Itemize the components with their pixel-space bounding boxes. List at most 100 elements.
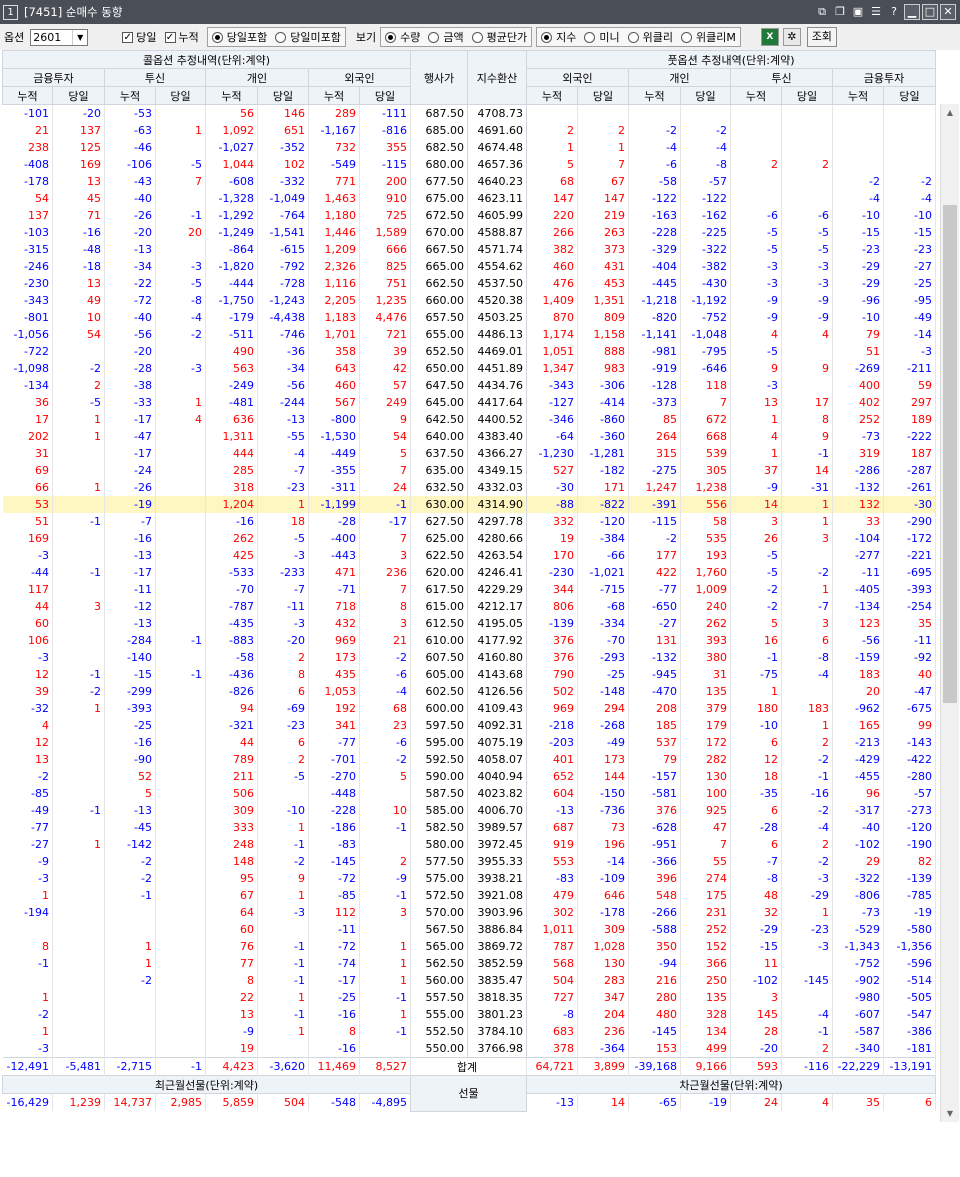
value-cell: -31 (781, 479, 833, 496)
table-row[interactable]: -246 -18 -34 -3 -1,820 -792 2,326 825 665.00 4554… (2, 258, 936, 275)
table-row[interactable]: 53 -19 1,204 1 -1,199 -1 630.00 4314.90 -88 -822-… (2, 496, 936, 513)
save-icon[interactable]: ▣ (852, 5, 864, 18)
minimize-icon[interactable]: ▁ (904, 4, 920, 20)
value-cell: -902 (832, 972, 884, 989)
value-cell: 69 (2, 462, 53, 479)
maximize-icon[interactable]: □ (922, 4, 938, 20)
checkbox-cumulative[interactable]: ✓ 누적 (164, 31, 199, 44)
popout-icon[interactable]: ⧉ (818, 5, 826, 18)
table-row[interactable]: 54 45 -40 -1,328 -1,049 1,463 910 675.00 4623.11… (2, 190, 936, 207)
settings-icon[interactable]: ✲ (782, 28, 801, 46)
table-row[interactable]: -44 -1 -17 -533 -233 471 236 620.00 4246.41 -230-… (2, 564, 936, 581)
table-row[interactable]: -2 52 211 -5 -270 5 590.00 4040.94 652 144 -157 130… (2, 768, 936, 785)
scroll-up-icon[interactable]: ▲ (946, 108, 954, 117)
table-row[interactable]: -2 13 -1 -16 1 555.00 3801.23 -8 204 480 328 145 -4-… (2, 1006, 936, 1023)
table-row[interactable]: -32 1 -393 94 -69 192 68 600.00 4109.43 969 294 208… (2, 700, 936, 717)
table-row[interactable]: -103 -16 -20 20 -1,249 -1,541 1,446 1,589 670.00… (2, 224, 936, 241)
vertical-scrollbar[interactable]: ▲ ▼ (940, 104, 959, 1122)
table-row[interactable]: 17 1 -17 4 636 -13 -800 9 642.50 4400.52 -346 -860 8… (2, 411, 936, 428)
radio-weekly-m[interactable]: 위클리M (680, 29, 736, 45)
radio-average-price[interactable]: 평균단가 (471, 29, 527, 45)
table-row[interactable]: 13 -90 789 2 -701 -2 592.50 4058.07 401 173 79 282 1… (2, 751, 936, 768)
table-row[interactable]: -9 -2 148 -2 -145 2 577.50 3955.33 553 -14 -366 55-… (2, 853, 936, 870)
option-select[interactable]: 2601 ▼ (30, 28, 89, 46)
table-row[interactable]: 1 -9 1 8 -1 552.50 3784.10 683 236 -145 134 28 -1 -58… (2, 1023, 936, 1040)
scroll-thumb[interactable] (943, 205, 957, 703)
table-row[interactable]: -1 1 77 -1 -74 1 562.50 3852.59 568 130 -94 366 11 -7… (2, 955, 936, 972)
table-row[interactable]: 202 1 -47 1,311 -55 -1,530 54 640.00 4383.40 -64-… (2, 428, 936, 445)
table-row[interactable]: -722 -20 490 -36 358 39 652.50 4469.01 1,051 888-… (2, 343, 936, 360)
value-cell: -261 (883, 479, 936, 496)
radio-exclude-today[interactable]: 당일미포함 (275, 29, 341, 45)
table-row[interactable]: 137 71 -26 -1 -1,292 -764 1,180 725 672.50 4605.9… (2, 207, 936, 224)
radio-index[interactable]: 지수 (541, 29, 576, 45)
table-row[interactable]: 12 -16 44 6 -77 -6 595.00 4075.19 -203 -49 537 172 6… (2, 734, 936, 751)
value-cell (155, 887, 206, 904)
index-conversion-cell: 4297.78 (467, 513, 527, 530)
table-row[interactable]: 169 -16 262 -5 -400 7 625.00 4280.66 19 -384 -2 535… (2, 530, 936, 547)
radio-include-today[interactable]: 당일포함 (211, 29, 267, 45)
table-row[interactable]: -134 2 -38 -249 -56 460 57 647.50 4434.76 -343 -30… (2, 377, 936, 394)
excel-icon[interactable]: X (760, 28, 779, 46)
table-row[interactable]: 106 -284 -1 -883 -20 969 21 610.00 4177.92 376 -70… (2, 632, 936, 649)
check-icon: ✓ (122, 31, 134, 43)
table-row[interactable]: -3 -2 95 9 -72 -9 575.00 3938.21 -83 -109 396 274 -8… (2, 870, 936, 887)
value-cell: -24 (104, 462, 156, 479)
help-icon[interactable]: ? (891, 5, 897, 18)
table-row[interactable]: -3 19 -16 550.00 3766.98 378 -364 153 499 -20 2 -34… (2, 1040, 936, 1058)
table-row[interactable]: -178 13 -43 7 -608 -332 771 200 677.50 4640.23 68 6… (2, 173, 936, 190)
value-cell: -134 (832, 598, 884, 615)
radio-mini[interactable]: 미니 (584, 29, 620, 45)
checkbox-today[interactable]: ✓ 당일 (122, 31, 157, 44)
table-row[interactable]: -2 8 -1 -17 1 560.00 3835.47 504 283 216 250 -102 -1… (2, 972, 936, 989)
value-cell: -1 (155, 207, 206, 224)
table-row[interactable]: 39 -2 -299 -826 6 1,053 -4 602.50 4126.56 502 -148… (2, 683, 936, 700)
table-row[interactable]: -408 169 -106 -5 1,044 102 -549 -115 680.00 4657.… (2, 156, 936, 173)
table-row[interactable]: -49 -1 -13 309 -10 -228 10 585.00 4006.70 -13 -736… (2, 802, 936, 819)
table-row[interactable]: 36 -5 -33 1 -481 -244 567 249 645.00 4417.64 -127-… (2, 394, 936, 411)
table-row[interactable]: 66 1 -26 318 -23 -311 24 632.50 4332.03 -30 171 1,2… (2, 479, 936, 496)
table-row[interactable]: -1,056 54 -56 -2 -511 -746 1,701 721 655.00 4486.… (2, 326, 936, 343)
table-row[interactable]: -3 -140 -58 2 173 -2 607.50 4160.80 376 -293 -132 3… (2, 649, 936, 666)
value-cell: -1,199 (308, 496, 360, 513)
query-button[interactable]: 조회 (806, 27, 837, 47)
table-row[interactable]: 31 -17 444 -4 -449 5 637.50 4366.27 -1,230 -1,281… (2, 445, 936, 462)
table-row[interactable]: 21 137 -63 1 1,092 651 -1,167 -816 685.00 4691.60… (2, 122, 936, 139)
table-row[interactable]: 117 -11 -70 -7 -71 7 617.50 4229.29 344 -715 -77 1,… (2, 581, 936, 598)
table-row[interactable]: 44 3 -12 -787 -11 718 8 615.00 4212.17 806 -68 -650… (2, 598, 936, 615)
value-cell: -1 (52, 666, 105, 683)
table-row[interactable]: 1 22 1 -25 -1 557.50 3818.35 727 347 280 135 3 -980-… (2, 989, 936, 1006)
table-row[interactable]: -27 1 -142 248 -1 -83 580.00 3972.45 919 196 -951 7… (2, 836, 936, 853)
table-row[interactable]: -101 -20 -53 56 146 289 -111 687.50 4708.73 (2, 104, 936, 122)
index-conversion-cell: 4674.48 (467, 139, 527, 156)
table-row[interactable]: -3 -13 425 -3 -443 3 622.50 4263.54 170 -66 177 193… (2, 547, 936, 564)
table-row[interactable]: 12 -1 -15 -1 -436 8 435 -6 605.00 4143.68 790 -25 -9… (2, 666, 936, 683)
strike-price-cell: 580.00 (410, 836, 468, 853)
value-cell: 169 (52, 156, 105, 173)
table-row[interactable]: 4 -25 -321 -23 341 23 597.50 4092.31 -218 -268 185… (2, 717, 936, 734)
table-row[interactable]: -801 10 -40 -4 -179 -4,438 1,183 4,476 657.50 450… (2, 309, 936, 326)
scroll-down-icon[interactable]: ▼ (946, 1109, 954, 1118)
table-row[interactable]: -230 13 -22 -5 -444 -728 1,116 751 662.50 4537.50… (2, 275, 936, 292)
table-row[interactable]: -343 49 -72 -8 -1,750 -1,243 2,205 1,235 660.00 4… (2, 292, 936, 309)
table-row[interactable]: 60 -11 567.50 3886.84 1,011 309 -588 252 -29 -23-… (2, 921, 936, 938)
close-icon[interactable]: ✕ (940, 4, 956, 20)
table-row[interactable]: -85 5 506 -448 587.50 4023.82 604 -150 -581 100 -3… (2, 785, 936, 802)
radio-weekly[interactable]: 위클리 (627, 29, 673, 45)
table-row[interactable]: 69 -24 285 -7 -355 7 635.00 4349.15 527 -182 -275 3… (2, 462, 936, 479)
table-row[interactable]: -194 64 -3 112 3 570.00 3903.96 302 -178 -266 231 3… (2, 904, 936, 921)
radio-amount[interactable]: 금액 (428, 29, 464, 45)
table-row[interactable]: -77 -45 333 1 -186 -1 582.50 3989.57 687 73 -628 47… (2, 819, 936, 836)
table-row[interactable]: -1,098 -2 -28 -3 563 -34 643 42 650.00 4451.89 1,3… (2, 360, 936, 377)
table-row[interactable]: 8 1 76 -1 -72 1 565.00 3869.72 787 1,028 350 152 -15… (2, 938, 936, 955)
copy-icon[interactable]: ❐ (835, 5, 845, 18)
list-icon[interactable]: ☰ (871, 5, 881, 18)
table-row[interactable]: -315 -48 -13 -864 -615 1,209 666 667.50 4571.74 3… (2, 241, 936, 258)
table-row[interactable]: 60 -13 -435 -3 432 3 612.50 4195.05 -139 -334 -27 2… (2, 615, 936, 632)
table-row[interactable]: 238 125 -46 -1,027 -352 732 355 682.50 4674.48 1 1… (2, 139, 936, 156)
radio-quantity[interactable]: 수량 (385, 29, 420, 45)
table-row[interactable]: 51 -1 -7 -16 18 -28 -17 627.50 4297.78 332 -120 -11… (2, 513, 936, 530)
chevron-down-icon[interactable]: ▼ (72, 29, 87, 45)
table-row[interactable]: 1 -1 67 1 -85 -1 572.50 3921.08 479 646 548 175 48 -2… (2, 887, 936, 904)
index-conversion-cell: 3921.08 (467, 887, 527, 904)
